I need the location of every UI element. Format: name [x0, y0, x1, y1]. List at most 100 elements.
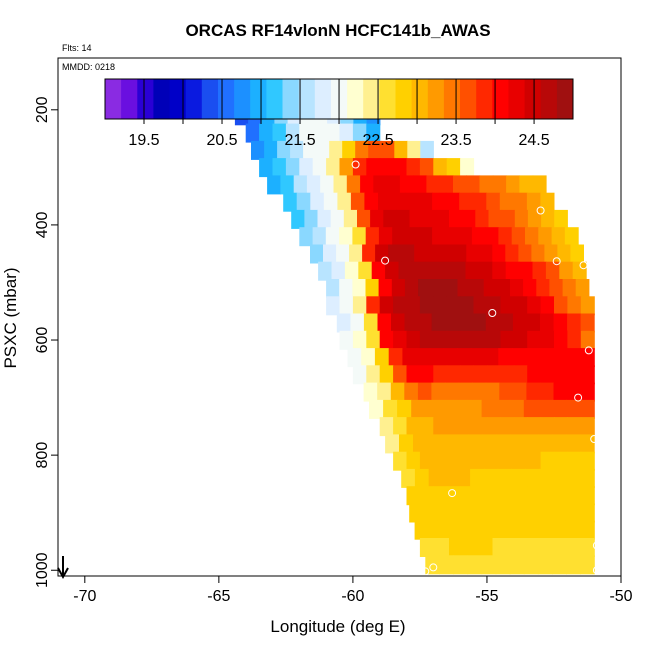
- heatmap-cell: [393, 451, 408, 471]
- heatmap-cell: [473, 486, 488, 506]
- heatmap-cell: [365, 227, 380, 247]
- heatmap-cell: [352, 158, 367, 178]
- heatmap-cell: [379, 296, 394, 316]
- heatmap-cell: [580, 399, 595, 419]
- heatmap-cell: [413, 175, 428, 195]
- heatmap-cell: [466, 175, 481, 195]
- heatmap-cell: [536, 279, 550, 298]
- heatmap-cell: [512, 313, 527, 333]
- heatmap-cell: [473, 451, 488, 471]
- heatmap-cell: [523, 503, 538, 523]
- heatmap-cell: [259, 158, 274, 178]
- heatmap-cell: [404, 313, 419, 333]
- heatmap-cell: [565, 538, 581, 557]
- heatmap-cell: [366, 296, 381, 316]
- heatmap-cell: [318, 261, 333, 281]
- heatmap-cell: [431, 382, 446, 402]
- heatmap-cell: [473, 365, 488, 385]
- heatmap-cell: [513, 296, 528, 316]
- colorbar-swatch: [314, 79, 332, 119]
- heatmap-cell: [259, 123, 274, 143]
- heatmap-cell: [303, 140, 317, 160]
- heatmap-cell: [304, 209, 319, 229]
- heatmap-cell: [539, 468, 554, 488]
- colorbar-swatch: [266, 79, 283, 119]
- heatmap-cell: [453, 175, 467, 195]
- heatmap-cell: [401, 244, 415, 264]
- heatmap-cell: [336, 313, 351, 333]
- heatmap-cell: [500, 330, 515, 350]
- heatmap-cell: [358, 261, 373, 281]
- heatmap-cell: [406, 296, 421, 316]
- heatmap-cell: [444, 520, 461, 540]
- heatmap-cell: [377, 313, 392, 333]
- heatmap-cell: [457, 279, 472, 298]
- heatmap-cell: [554, 417, 568, 437]
- heatmap-cell: [487, 296, 501, 316]
- heatmap-cell: [501, 209, 516, 229]
- heatmap-cell: [567, 365, 582, 385]
- heatmap-cell: [458, 313, 473, 333]
- heatmap-cell: [363, 313, 378, 333]
- heatmap-cell: [572, 261, 587, 281]
- heatmap-cell: [499, 192, 514, 212]
- heatmap-cell: [479, 175, 494, 195]
- heatmap-cell: [431, 279, 445, 298]
- heatmap-cell: [407, 140, 421, 160]
- heatmap-cell: [445, 313, 460, 333]
- heatmap-cell: [468, 434, 484, 454]
- heatmap-cell: [426, 175, 441, 195]
- heatmap-cell: [509, 555, 525, 575]
- heatmap-cell: [352, 123, 367, 143]
- heatmap-cell: [579, 538, 595, 557]
- heatmap-cell: [532, 261, 547, 281]
- heatmap-cell: [433, 158, 448, 178]
- heatmap-cell: [527, 330, 542, 350]
- heatmap-cell: [326, 296, 341, 316]
- heatmap-cell: [458, 227, 473, 247]
- heatmap-cell: [541, 209, 555, 229]
- heatmap-cell: [564, 520, 580, 540]
- heatmap-cell: [465, 261, 480, 281]
- heatmap-cell: [272, 158, 287, 178]
- heatmap-cell: [363, 382, 378, 402]
- heatmap-cell: [575, 279, 590, 298]
- heatmap-cell: [539, 348, 554, 368]
- heatmap-cell: [551, 227, 566, 247]
- heatmap-cell: [495, 399, 511, 419]
- colorbar-tick-label: 23.5: [440, 132, 471, 149]
- heatmap-cell: [378, 192, 393, 212]
- heatmap-cell: [487, 417, 501, 437]
- heatmap-cell: [393, 296, 408, 316]
- heatmap-cell: [504, 520, 520, 540]
- heatmap-cell: [352, 330, 367, 350]
- heatmap-cell: [419, 365, 434, 385]
- heatmap-cell: [310, 244, 324, 264]
- colorbar-swatch: [427, 79, 445, 119]
- colorbar-swatch: [185, 79, 203, 119]
- heatmap-cell: [567, 330, 582, 350]
- heatmap-cell: [357, 209, 371, 229]
- heatmap-cell: [540, 365, 555, 385]
- heatmap-cell: [373, 175, 388, 195]
- heatmap-cell: [457, 348, 472, 368]
- heatmap-cell: [458, 382, 473, 402]
- colorbar-swatch: [476, 79, 493, 119]
- heatmap-cell: [540, 486, 555, 506]
- colorbar-swatch: [169, 79, 187, 119]
- heatmap-cell: [378, 227, 393, 247]
- heatmap-cell: [393, 158, 408, 178]
- heatmap-cell: [352, 296, 367, 316]
- heatmap-cell: [526, 192, 541, 212]
- heatmap-cell: [419, 538, 435, 557]
- heatmap-cell: [492, 244, 506, 264]
- heatmap-cell: [329, 140, 343, 160]
- sample-point: [592, 566, 601, 575]
- heatmap-cell: [446, 158, 461, 178]
- heatmap-cell: [245, 123, 260, 143]
- heatmap-cell: [513, 451, 528, 471]
- heatmap-cell: [399, 434, 414, 454]
- heatmap-cell: [580, 503, 595, 523]
- sample-point: [351, 160, 360, 169]
- heatmap-cell: [524, 434, 539, 454]
